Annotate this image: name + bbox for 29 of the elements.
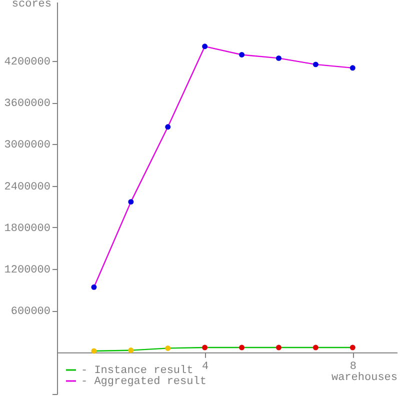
legend-label: - Instance result — [81, 365, 194, 377]
point — [276, 344, 282, 350]
y-tick-label: 1200000 — [4, 264, 50, 277]
point — [128, 199, 134, 205]
x-tick-label: 4 — [202, 360, 210, 373]
point — [202, 44, 208, 50]
point — [91, 348, 97, 354]
point — [350, 65, 356, 71]
point — [276, 55, 282, 61]
point — [202, 344, 208, 350]
point — [239, 52, 245, 58]
point — [312, 344, 318, 350]
point — [165, 124, 171, 130]
y-tick-label: 3600000 — [4, 98, 50, 110]
point — [165, 345, 171, 351]
point — [239, 344, 245, 350]
point — [128, 348, 134, 354]
x-tick-label: 8 — [350, 360, 356, 373]
y-tick-label: 4200000 — [4, 56, 50, 68]
y-tick-label: 1800000 — [4, 222, 50, 235]
point — [91, 284, 97, 290]
y-tick-label: 600000 — [10, 306, 50, 318]
y-tick-label: 3000000 — [4, 140, 50, 152]
y-tick-label: 2400000 — [4, 181, 50, 194]
x-axis-title: warehouses — [331, 372, 398, 384]
point — [312, 62, 318, 68]
y-axis-title: scores — [12, 0, 52, 10]
point — [350, 344, 356, 350]
legend-label: - Aggregated result — [81, 376, 206, 388]
